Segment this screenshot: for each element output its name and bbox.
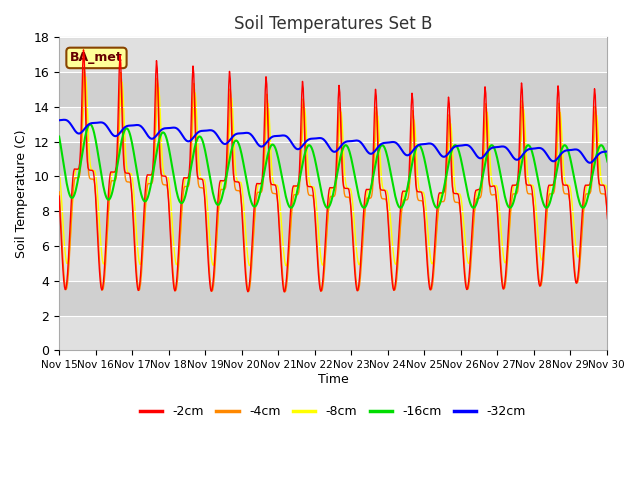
Bar bbox=[59, 281, 607, 316]
X-axis label: Time: Time bbox=[317, 373, 348, 386]
Bar bbox=[59, 177, 607, 211]
Bar bbox=[59, 37, 607, 72]
Title: Soil Temperatures Set B: Soil Temperatures Set B bbox=[234, 15, 432, 33]
Bar bbox=[59, 246, 607, 281]
Legend: -2cm, -4cm, -8cm, -16cm, -32cm: -2cm, -4cm, -8cm, -16cm, -32cm bbox=[135, 400, 531, 423]
Bar bbox=[59, 211, 607, 246]
Text: BA_met: BA_met bbox=[70, 51, 123, 64]
Bar bbox=[59, 316, 607, 350]
Bar bbox=[59, 72, 607, 107]
Bar bbox=[59, 107, 607, 142]
Y-axis label: Soil Temperature (C): Soil Temperature (C) bbox=[15, 130, 28, 258]
Bar bbox=[59, 142, 607, 177]
